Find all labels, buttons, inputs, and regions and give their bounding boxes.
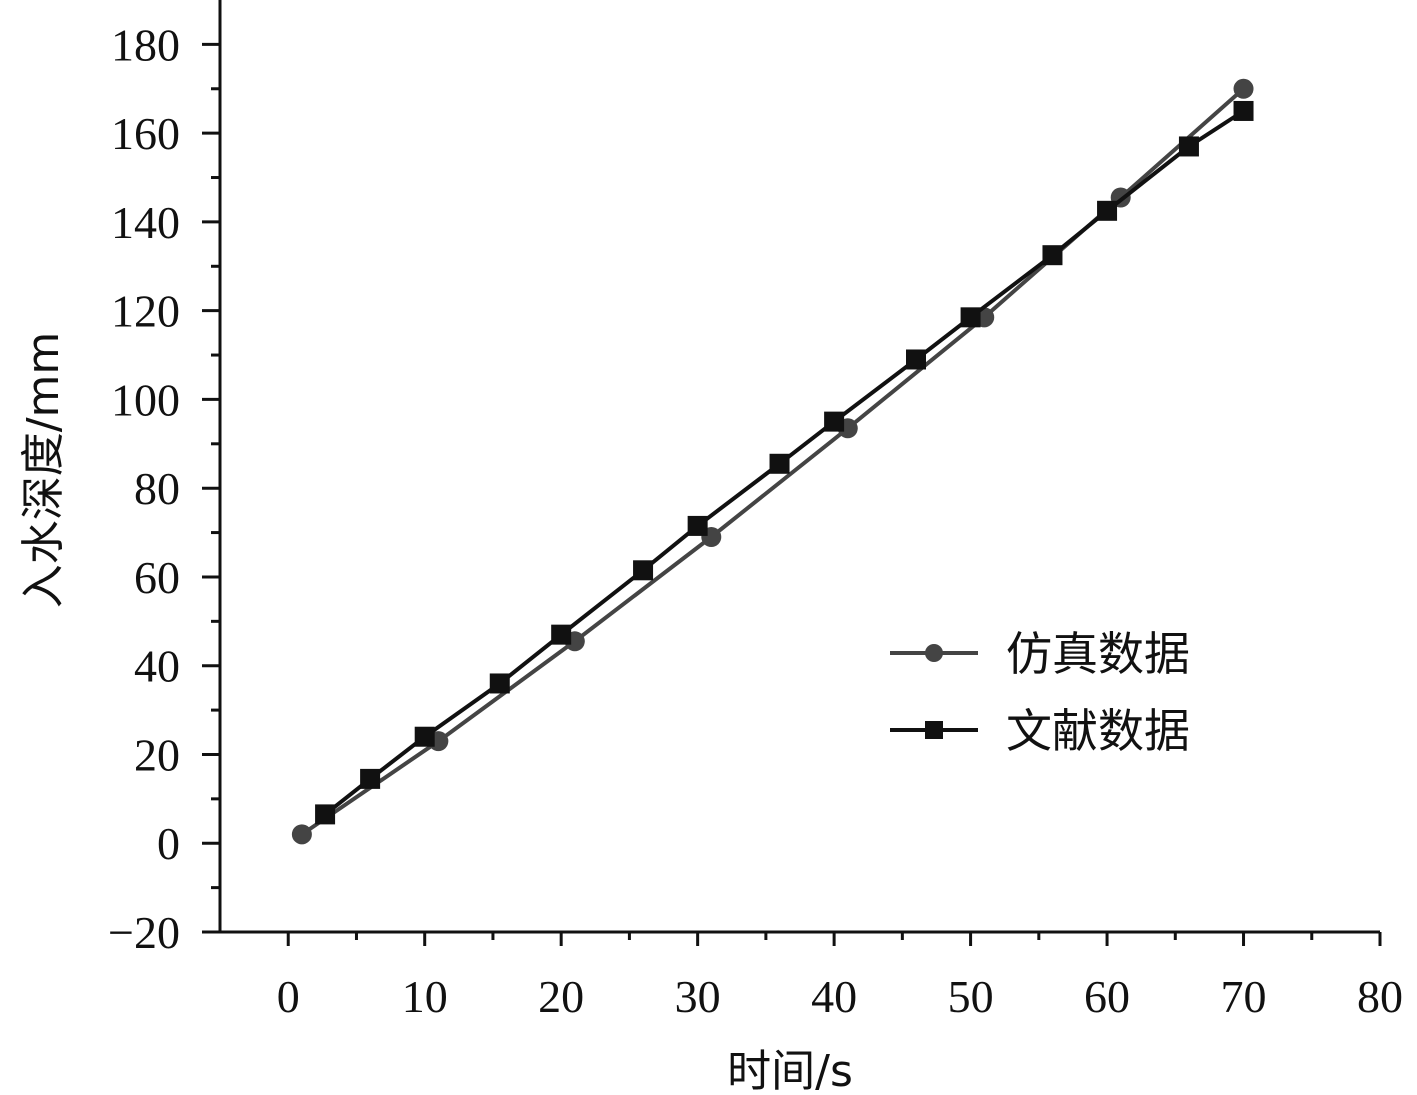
x-ticks: 0 10 20 30 40 50 60 70 80 (277, 932, 1403, 1022)
square-marker (360, 768, 381, 789)
y-tick-label: 180 (111, 19, 180, 70)
circle-marker (1233, 78, 1254, 99)
x-tick-label: 70 (1221, 971, 1267, 1022)
square-marker (551, 624, 572, 645)
square-marker (906, 349, 926, 370)
square-marker (1097, 200, 1118, 221)
square-marker (1042, 245, 1063, 266)
y-tick-label: 120 (111, 286, 180, 337)
y-ticks: −20 0 20 40 60 80 100 120 140 160 180 (108, 19, 220, 958)
legend-circle-marker (925, 644, 943, 662)
square-marker (824, 411, 845, 432)
legend-item-2: 文献数据 (890, 704, 1190, 758)
y-tick-label: 60 (134, 552, 180, 603)
legend-square-marker (925, 721, 943, 739)
circle-marker (291, 824, 312, 845)
series-2 (315, 100, 1254, 825)
y-tick-label: 20 (134, 729, 180, 780)
square-marker (769, 453, 790, 474)
y-axis-title: 入水深度/mm (18, 332, 69, 609)
x-tick-label: 50 (948, 971, 994, 1022)
legend-label: 仿真数据 (1006, 627, 1190, 681)
y-tick-label: 40 (134, 641, 180, 692)
square-marker (489, 673, 510, 694)
axes (218, 0, 1380, 934)
x-tick-label: 20 (538, 971, 584, 1022)
y-tick-label: 160 (111, 108, 180, 159)
square-marker (687, 515, 708, 536)
x-axis-title: 时间/s (727, 1046, 853, 1095)
square-marker (315, 804, 336, 825)
legend-label: 文献数据 (1006, 704, 1190, 758)
y-tick-label: 140 (111, 197, 180, 248)
legend-item-1: 仿真数据 (890, 627, 1190, 681)
square-marker (1178, 136, 1199, 157)
x-tick-label: 60 (1084, 971, 1130, 1022)
x-tick-label: 0 (277, 971, 300, 1022)
square-marker (1233, 100, 1254, 121)
x-tick-label: 30 (675, 971, 721, 1022)
square-marker (414, 726, 435, 747)
x-tick-label: 10 (402, 971, 448, 1022)
y-tick-label: 100 (111, 374, 180, 425)
series-layer (291, 78, 1254, 845)
x-tick-label: 80 (1357, 971, 1403, 1022)
y-tick-label: −20 (108, 907, 180, 958)
y-tick-label: 0 (157, 818, 180, 869)
y-tick-label: 80 (134, 463, 180, 514)
square-marker (633, 560, 654, 581)
x-tick-label: 40 (811, 971, 857, 1022)
square-marker (960, 307, 981, 328)
